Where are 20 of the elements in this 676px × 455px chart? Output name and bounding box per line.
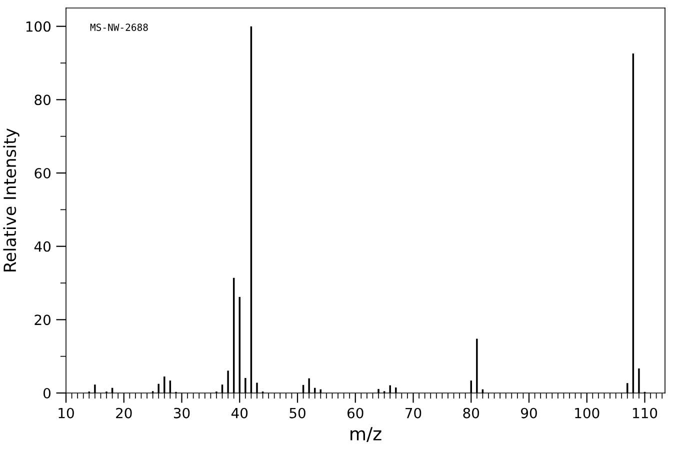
- x-tick-label: 10: [58, 408, 74, 418]
- x-tick-label: 20: [116, 408, 132, 418]
- x-tick-label: 30: [174, 408, 190, 418]
- x-tick-label: 60: [348, 408, 364, 418]
- y-tick-label: 40: [34, 241, 50, 252]
- y-tick-label: 100: [26, 21, 50, 32]
- x-tick-label: 80: [463, 408, 480, 418]
- y-axis-title: Relative Intensity: [3, 128, 20, 272]
- y-tick-label: 80: [34, 94, 50, 106]
- annotation: MS-NW-2688: [90, 24, 148, 31]
- x-tick-label: 100: [575, 408, 600, 418]
- x-tick-label: 70: [406, 408, 422, 418]
- y-tick-label: 60: [34, 168, 50, 178]
- x-axis-title: m/z: [350, 427, 382, 442]
- x-tick-label: 40: [231, 408, 248, 418]
- y-tick-label: 20: [34, 314, 50, 326]
- x-tick-label: 50: [290, 408, 306, 418]
- x-tick-label: 110: [633, 408, 658, 418]
- y-tick-label: 0: [43, 388, 50, 398]
- x-tick-label: 90: [521, 408, 537, 418]
